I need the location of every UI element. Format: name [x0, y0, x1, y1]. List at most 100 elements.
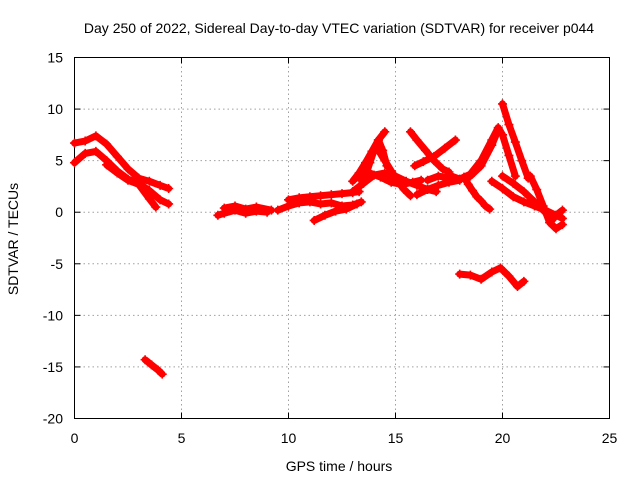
data-point: [112, 152, 122, 162]
x-tick-label: 5: [178, 430, 186, 446]
data-point: [495, 263, 505, 273]
data-point: [91, 131, 101, 141]
y-tick-label: -20: [43, 411, 63, 427]
data-point: [512, 281, 522, 291]
data-point: [144, 176, 154, 186]
grid: [74, 57, 610, 419]
data-point: [157, 369, 167, 379]
data-point: [151, 202, 161, 212]
data-point: [380, 127, 390, 137]
x-tick-label: 15: [388, 430, 404, 446]
data-point: [545, 218, 555, 228]
data-point: [440, 143, 450, 153]
data-point: [80, 148, 90, 158]
data-point: [519, 187, 529, 197]
data-point: [433, 180, 443, 190]
data-point: [487, 135, 497, 145]
data-point: [70, 158, 79, 168]
data-point: [519, 276, 529, 286]
data-point: [326, 198, 336, 208]
data-point: [504, 271, 514, 281]
data-point: [326, 190, 336, 200]
data-point: [423, 175, 433, 185]
data-point: [153, 365, 163, 375]
series-arc-15: [405, 127, 454, 177]
data-point: [399, 185, 409, 195]
data-point: [429, 152, 439, 162]
data-point: [508, 192, 518, 202]
series-arc-9: [309, 199, 362, 225]
data-point: [418, 157, 428, 167]
series-layer: [70, 99, 567, 379]
data-point: [316, 191, 326, 201]
data-point: [393, 176, 403, 186]
data-point: [155, 180, 165, 190]
data-point: [102, 139, 112, 149]
y-tick-label: -5: [51, 256, 64, 272]
data-point: [284, 195, 293, 205]
data-point: [241, 204, 251, 214]
data-point: [348, 176, 358, 186]
data-point: [144, 194, 154, 204]
data-point: [155, 195, 165, 205]
data-point: [147, 360, 157, 370]
y-tick-label: -10: [43, 307, 63, 323]
data-point: [80, 136, 90, 146]
data-point: [337, 189, 347, 199]
data-point: [476, 196, 486, 206]
data-point: [70, 138, 79, 148]
data-point: [517, 156, 527, 166]
data-point: [498, 171, 507, 181]
data-point: [476, 156, 486, 166]
x-tick-label: 0: [71, 430, 79, 446]
x-tick-label: 25: [602, 430, 618, 446]
data-point: [348, 187, 358, 197]
series-arc-3: [102, 160, 161, 212]
data-point: [465, 270, 475, 280]
y-tick-label: -15: [43, 359, 63, 375]
data-point: [134, 179, 144, 189]
data-point: [354, 173, 364, 183]
x-axis-label: GPS time / hours: [286, 458, 393, 474]
data-point: [91, 146, 101, 156]
data-point: [498, 99, 507, 109]
data-point: [123, 175, 133, 185]
data-point: [112, 168, 122, 178]
series-band: [71, 132, 173, 192]
data-point: [273, 205, 283, 215]
y-tick-label: 10: [47, 101, 63, 117]
data-point: [405, 191, 415, 201]
data-point: [213, 210, 223, 220]
data-point: [438, 164, 448, 174]
data-point: [498, 130, 507, 140]
data-point: [498, 183, 507, 193]
data-point: [412, 135, 422, 145]
data-point: [365, 158, 375, 168]
data-point: [504, 150, 514, 160]
data-point: [331, 206, 341, 216]
data-point: [316, 199, 326, 209]
data-point: [551, 224, 561, 234]
data-point: [373, 135, 383, 145]
data-point: [412, 190, 422, 200]
data-point: [386, 166, 396, 176]
data-point: [538, 201, 548, 211]
data-point: [508, 178, 518, 188]
data-point: [493, 123, 503, 133]
data-point: [465, 169, 475, 179]
x-tick-label: 20: [495, 430, 511, 446]
series-arc-4: [140, 355, 167, 379]
data-point: [504, 120, 514, 130]
data-point: [472, 192, 482, 202]
data-point: [519, 197, 529, 207]
data-point: [410, 161, 420, 171]
series-band: [374, 146, 414, 200]
data-point: [450, 135, 460, 145]
data-point: [230, 201, 240, 211]
data-point: [485, 204, 495, 214]
data-point: [123, 164, 133, 174]
series-arc-18: [410, 135, 460, 171]
data-point: [423, 185, 433, 195]
series-arc-20: [459, 172, 495, 214]
